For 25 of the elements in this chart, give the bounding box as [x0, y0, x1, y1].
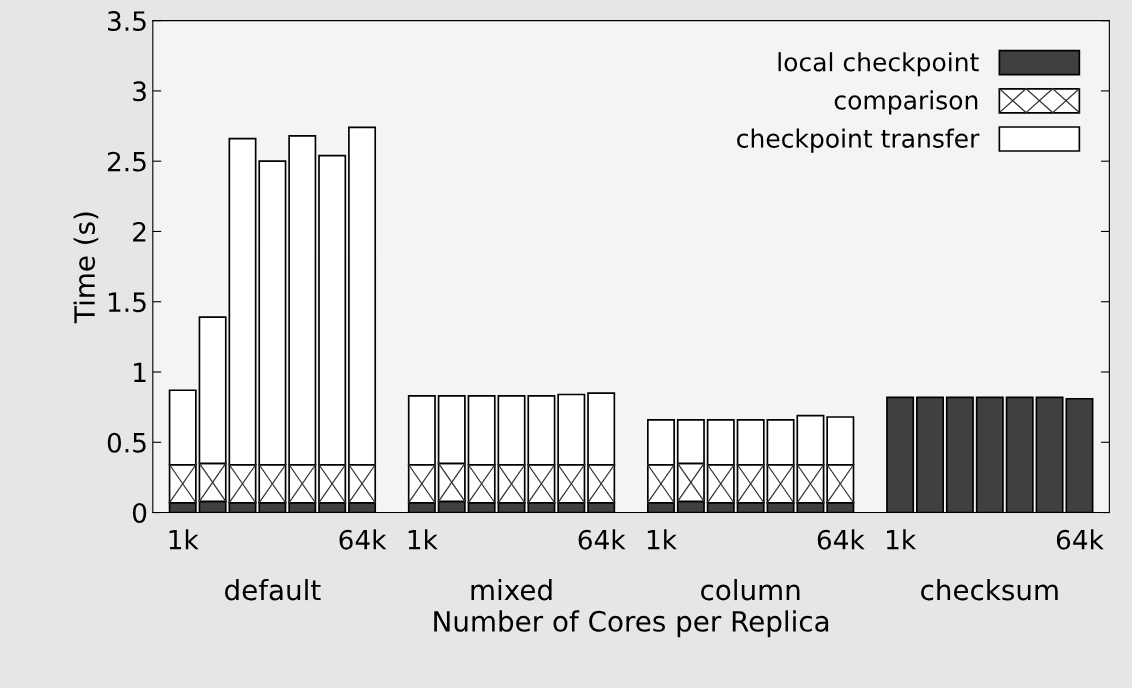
legend-label: checkpoint transfer: [737, 128, 980, 153]
y-tick-label: 1.5: [108, 292, 146, 313]
text: default: [225, 578, 321, 601]
y-tick-label: 0.5: [107, 432, 146, 453]
x-tick-label: 64k: [1056, 529, 1104, 550]
x-tick-label: 1k: [647, 529, 677, 550]
text: checksum: [921, 578, 1058, 601]
y-tick-label: 1: [134, 362, 146, 383]
y-tick-label: 0: [132, 503, 147, 523]
x-tick-label: 64k: [817, 529, 865, 550]
y-tick-label: 3.5: [108, 11, 146, 32]
legend-label: comparison: [834, 90, 978, 115]
x-tick-label: 64k: [578, 529, 626, 550]
text: mixed: [471, 578, 552, 601]
y-axis-title: Time (s): [73, 212, 99, 324]
legend-label: local checkpoint: [778, 52, 979, 77]
text: column: [701, 578, 800, 601]
x-tick-label: 64k: [339, 529, 387, 550]
y-tick-label: 2.5: [107, 151, 146, 172]
x-tick-label: 1k: [886, 529, 917, 550]
y-tick-label: 2: [133, 221, 146, 242]
y-tick-label: 3: [133, 81, 146, 102]
x-axis-title: Number of Cores per Replica: [434, 610, 829, 638]
x-tick-label: 1k: [169, 529, 199, 550]
x-tick-label: 1k: [408, 529, 438, 550]
